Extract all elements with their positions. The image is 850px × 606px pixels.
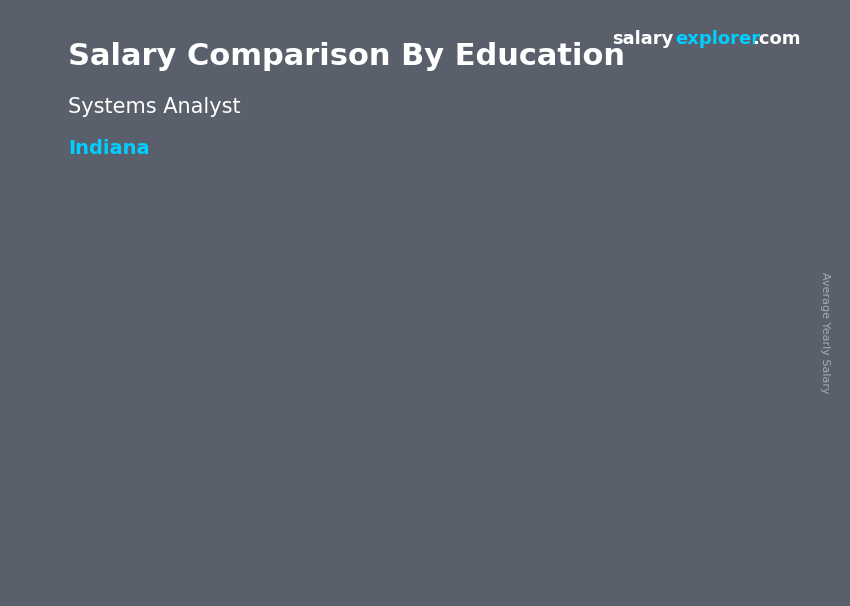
Polygon shape — [608, 199, 704, 215]
Bar — [646, 90, 731, 95]
Text: Indiana: Indiana — [68, 139, 150, 158]
Polygon shape — [376, 328, 471, 344]
Text: explorer: explorer — [676, 30, 761, 48]
Text: salary: salary — [612, 30, 673, 48]
Text: .com: .com — [752, 30, 801, 48]
Text: +57%: +57% — [279, 264, 360, 288]
Text: 93,400 USD: 93,400 USD — [321, 291, 422, 306]
Bar — [646, 82, 731, 86]
Text: +68%: +68% — [511, 135, 592, 159]
Text: Average Yearly Salary: Average Yearly Salary — [819, 273, 830, 394]
Bar — [646, 104, 731, 108]
Polygon shape — [689, 199, 704, 533]
Polygon shape — [224, 398, 239, 533]
Polygon shape — [376, 344, 457, 533]
Text: 59,500 USD: 59,500 USD — [89, 367, 189, 382]
Bar — [646, 95, 731, 99]
Polygon shape — [608, 215, 689, 533]
Bar — [646, 68, 731, 73]
Text: 157,000 USD: 157,000 USD — [548, 177, 659, 192]
Bar — [646, 68, 680, 99]
Bar — [646, 121, 731, 125]
Polygon shape — [144, 398, 239, 413]
Text: Salary Comparison By Education: Salary Comparison By Education — [68, 42, 625, 72]
Bar — [646, 73, 731, 78]
Bar — [646, 78, 731, 82]
Polygon shape — [144, 413, 224, 533]
Bar — [646, 99, 731, 104]
Bar — [646, 112, 731, 116]
Bar — [646, 108, 731, 112]
Bar — [646, 86, 731, 90]
Bar — [646, 116, 731, 121]
Polygon shape — [457, 328, 471, 533]
Text: Systems Analyst: Systems Analyst — [68, 97, 241, 117]
